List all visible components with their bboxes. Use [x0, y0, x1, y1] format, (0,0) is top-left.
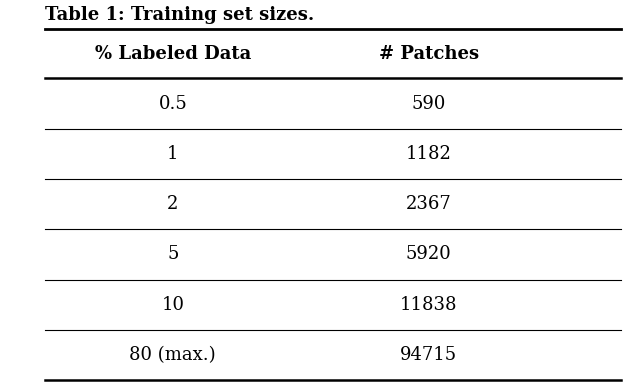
Text: % Labeled Data: % Labeled Data — [95, 45, 251, 63]
Text: 5920: 5920 — [406, 245, 452, 263]
Text: 2: 2 — [167, 195, 179, 213]
Text: 5: 5 — [167, 245, 179, 263]
Text: 590: 590 — [412, 94, 446, 113]
Text: 80 (max.): 80 (max.) — [129, 346, 216, 364]
Text: 11838: 11838 — [400, 296, 458, 314]
Text: 2367: 2367 — [406, 195, 452, 213]
Text: 0.5: 0.5 — [159, 94, 187, 113]
Text: # Patches: # Patches — [379, 45, 479, 63]
Text: 10: 10 — [161, 296, 184, 314]
Text: 94715: 94715 — [400, 346, 458, 364]
Text: Table 1: Training set sizes.: Table 1: Training set sizes. — [45, 6, 314, 24]
Text: 1182: 1182 — [406, 145, 452, 163]
Text: 1: 1 — [167, 145, 179, 163]
